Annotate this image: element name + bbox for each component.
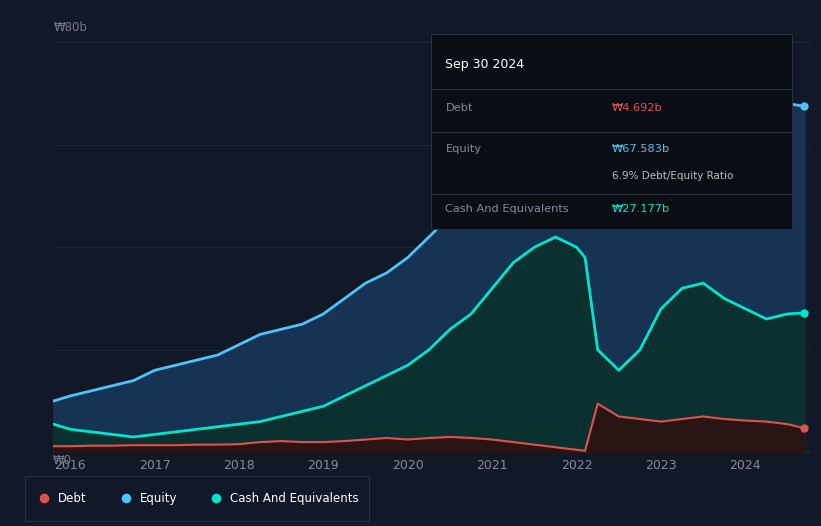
Text: ₩67.583b: ₩67.583b <box>612 144 670 154</box>
Text: ₩0: ₩0 <box>53 454 71 468</box>
Point <box>209 494 222 503</box>
Text: Cash And Equivalents: Cash And Equivalents <box>230 492 359 505</box>
Text: ₩4.692b: ₩4.692b <box>612 103 663 113</box>
Text: ₩27.177b: ₩27.177b <box>612 204 670 215</box>
Text: ₩80b: ₩80b <box>53 21 87 34</box>
Text: Cash And Equivalents: Cash And Equivalents <box>446 204 569 215</box>
Point <box>120 494 133 503</box>
Point <box>798 424 811 432</box>
Point <box>798 102 811 110</box>
Text: Debt: Debt <box>446 103 473 113</box>
Point <box>37 494 50 503</box>
Text: Equity: Equity <box>446 144 482 154</box>
Text: Sep 30 2024: Sep 30 2024 <box>446 57 525 70</box>
Point <box>798 309 811 317</box>
Text: Equity: Equity <box>140 492 177 505</box>
Text: Debt: Debt <box>57 492 86 505</box>
Text: 6.9% Debt/Equity Ratio: 6.9% Debt/Equity Ratio <box>612 171 733 181</box>
